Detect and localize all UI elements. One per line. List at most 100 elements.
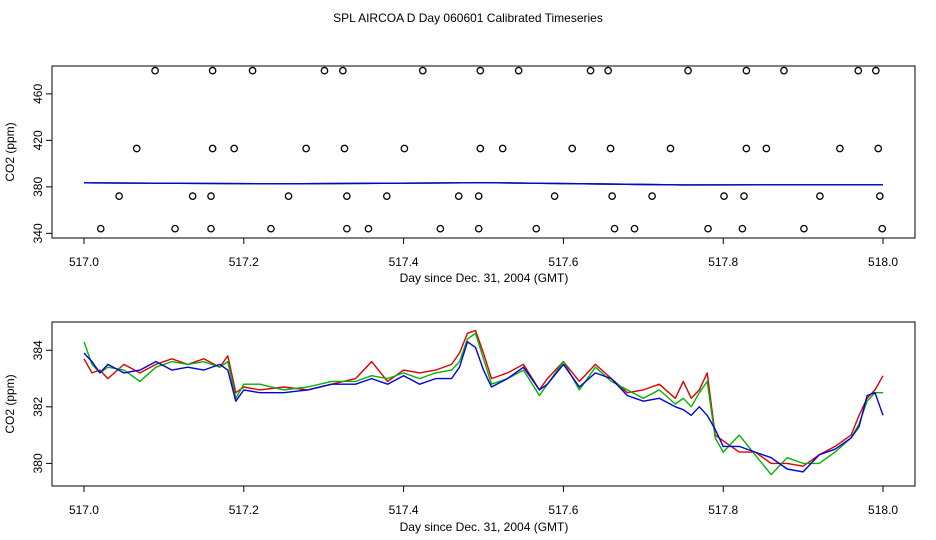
flag-point (498, 144, 507, 153)
flag-point (878, 224, 887, 233)
flag-point (874, 144, 883, 153)
flag-point (630, 224, 639, 233)
flag-point (836, 144, 844, 153)
flag-point (339, 66, 347, 75)
x-tick-label: 518.0 (868, 255, 898, 269)
top-x-axis-title: Day since Dec. 31, 2004 (GMT) (400, 271, 569, 285)
flag-point (474, 192, 483, 201)
flag-point (875, 192, 884, 201)
flag-point (132, 144, 141, 153)
flag-point (568, 144, 577, 153)
flag-point (780, 66, 788, 75)
series-line-series2 (83, 332, 883, 476)
flag-point (476, 144, 485, 153)
x-tick-label: 517.2 (229, 503, 259, 517)
flag-point (343, 224, 351, 233)
flag-point (474, 224, 483, 233)
x-tick-label: 517.4 (389, 255, 419, 269)
y-tick-label: 380 (31, 177, 45, 197)
series-line-series1 (83, 329, 884, 467)
flag-point (608, 192, 617, 201)
flag-point (284, 192, 293, 201)
top-y-axis: 340 380 420 460 (31, 84, 52, 243)
flag-point (648, 192, 656, 201)
y-tick-label: 460 (31, 84, 45, 104)
flag-point (382, 192, 391, 201)
bottom-x-axis: 517.0 517.2 517.4 517.6 517.8 518.0 (69, 486, 898, 517)
x-tick-label: 517.6 (548, 255, 578, 269)
flag-point (532, 224, 541, 233)
y-tick-label: 384 (31, 340, 45, 360)
flag-point (586, 66, 595, 75)
flag-point (248, 66, 257, 75)
flag-point (740, 192, 748, 201)
bottom-series-layer (83, 329, 884, 476)
flag-point (871, 66, 880, 75)
flag-point (604, 66, 613, 75)
flag-point (854, 66, 863, 75)
series-line-series3 (83, 181, 884, 186)
flag-point (738, 224, 747, 233)
chart-title: SPL AIRCOA D Day 060601 Calibrated Times… (333, 11, 603, 25)
top-flag-points (96, 66, 887, 233)
y-tick-label: 420 (31, 130, 45, 150)
flag-point (208, 66, 217, 75)
flag-point (151, 66, 159, 75)
flag-point (364, 224, 373, 233)
flag-point (742, 66, 751, 75)
top-y-axis-title: CO2 (ppm) (3, 122, 17, 181)
bottom-x-axis-title: Day since Dec. 31, 2004 (GMT) (400, 520, 569, 534)
flag-point (267, 224, 275, 233)
flag-point (476, 66, 485, 75)
flag-point (550, 192, 559, 201)
flag-point (320, 66, 329, 75)
flag-point (115, 192, 123, 201)
flag-point (171, 224, 179, 233)
flag-point (800, 224, 808, 233)
flag-point (96, 224, 105, 233)
bottom-plot-frame (51, 321, 916, 487)
x-tick-label: 517.2 (229, 255, 259, 269)
top-plot-frame (51, 65, 916, 239)
flag-point (230, 144, 239, 153)
flag-point (208, 144, 217, 153)
bottom-y-axis: 380 382 384 (31, 340, 52, 473)
flag-point (418, 66, 427, 75)
x-tick-label: 517.6 (548, 503, 578, 517)
flag-point (188, 192, 197, 201)
top-series-layer (83, 181, 884, 186)
x-tick-label: 517.8 (708, 503, 738, 517)
flag-point (666, 144, 675, 153)
y-tick-label: 382 (31, 396, 45, 416)
flag-point (207, 224, 215, 233)
flag-point (340, 144, 349, 153)
flag-point (207, 192, 215, 201)
flag-point (343, 192, 351, 201)
flag-point (816, 192, 824, 201)
flag-point (302, 144, 310, 153)
flag-point (610, 224, 619, 233)
flag-point (400, 144, 409, 153)
x-tick-label: 517.0 (69, 503, 99, 517)
x-tick-label: 517.4 (389, 503, 419, 517)
y-tick-label: 340 (31, 223, 45, 243)
x-tick-label: 517.0 (69, 255, 99, 269)
flag-point (436, 224, 445, 233)
x-tick-label: 517.8 (708, 255, 738, 269)
flag-point (762, 144, 771, 153)
x-tick-label: 518.0 (868, 503, 898, 517)
flag-point (684, 66, 692, 75)
bottom-y-axis-title: CO2 (ppm) (3, 374, 17, 433)
flag-point (606, 144, 615, 153)
bottom-panel: 380 382 384 517.0 517.2 517.4 517.6 517.8 518.0… (3, 321, 916, 534)
series-line-series3 (83, 341, 884, 473)
flag-point (454, 192, 463, 201)
y-tick-label: 380 (31, 453, 45, 473)
flag-point (704, 224, 712, 233)
top-x-axis: 517.0 517.2 517.4 517.6 517.8 518.0 (69, 238, 898, 269)
flag-point (720, 192, 728, 201)
flag-point (514, 66, 523, 75)
flag-point (742, 144, 751, 153)
